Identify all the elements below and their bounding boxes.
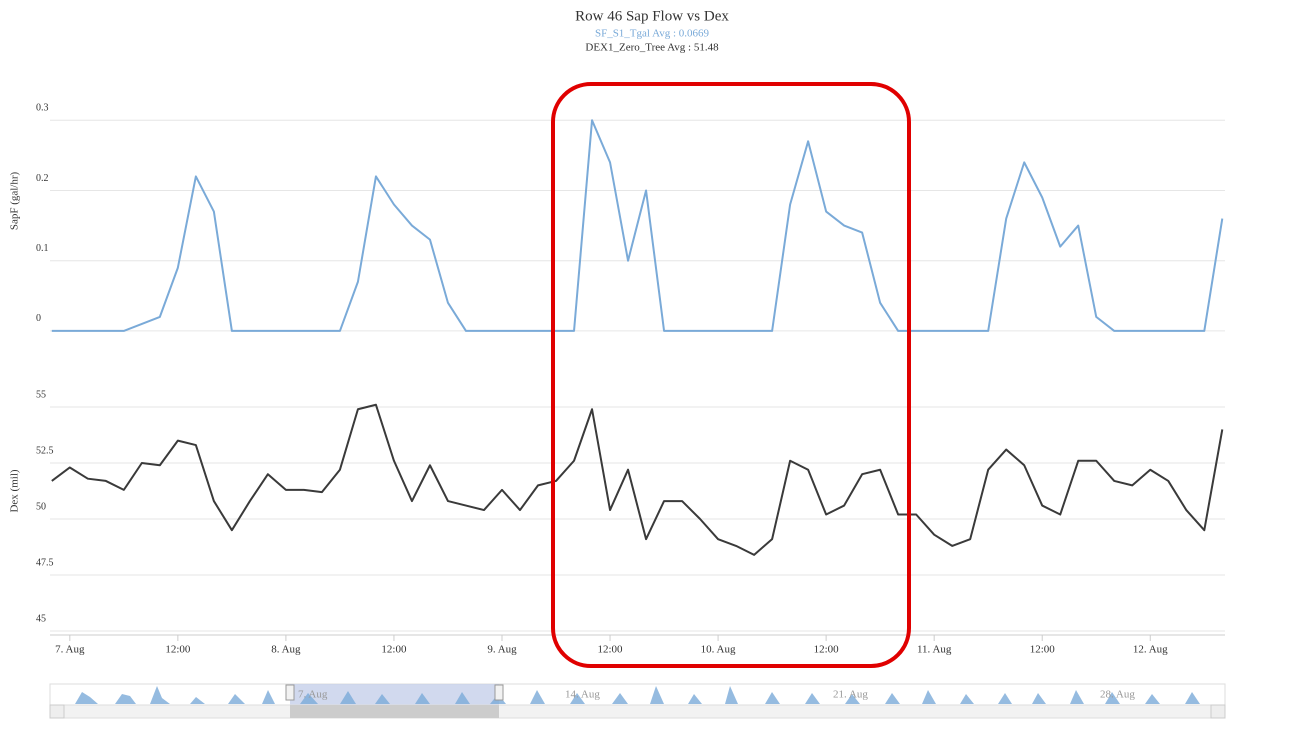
subtitle: DEX1_Zero_Tree Avg : 51.48 <box>585 42 719 54</box>
y-tick-label: 0 <box>36 313 41 324</box>
x-tick-label: 11. Aug <box>917 644 952 656</box>
x-tick-label: 12:00 <box>814 644 840 656</box>
data-line <box>51 403 1224 556</box>
x-tick-label: 12:00 <box>598 644 624 656</box>
navigator: 7. Aug 14. Aug 21. Aug 28. Aug <box>49 683 1226 719</box>
scrollbar-track[interactable] <box>49 704 1226 719</box>
y-tick-label: 45 <box>36 613 46 624</box>
navigator-label: 21. Aug <box>833 689 868 701</box>
highlight-box <box>551 82 911 668</box>
navigator-label: 14. Aug <box>565 689 600 701</box>
x-tick-label: 10. Aug <box>701 644 736 656</box>
y-tick-label: 0.1 <box>36 243 49 254</box>
navigator-label: 28. Aug <box>1100 689 1135 701</box>
x-tick-label: 12:00 <box>165 644 191 656</box>
scroll-right[interactable] <box>1210 704 1226 719</box>
navigator-label: 7. Aug <box>298 689 328 701</box>
navigator-frame <box>49 683 1226 706</box>
x-tick-label: 9. Aug <box>487 644 517 656</box>
navigator-window[interactable] <box>290 684 499 705</box>
y-axis-title: SapF (gal/hr) <box>9 171 21 230</box>
x-tick-label: 12:00 <box>1030 644 1056 656</box>
y-tick-label: 47.5 <box>36 557 54 568</box>
scroll-left[interactable] <box>49 704 65 719</box>
x-tick-label: 8. Aug <box>271 644 301 656</box>
y-tick-label: 0.2 <box>36 173 49 184</box>
data-line <box>51 119 1224 332</box>
y-tick-label: 52.5 <box>36 445 54 456</box>
y-axis-title: Dex (mil) <box>9 469 21 512</box>
chart-title: Row 46 Sap Flow vs Dex <box>575 8 729 24</box>
x-tick-label: 12:00 <box>381 644 407 656</box>
scrollbar-thumb[interactable] <box>290 705 499 718</box>
navigator-series <box>50 686 1225 704</box>
x-tick-label: 7. Aug <box>55 644 85 656</box>
y-tick-label: 55 <box>36 389 46 400</box>
y-tick-label: 0.3 <box>36 103 49 114</box>
x-tick-label: 12. Aug <box>1133 644 1168 656</box>
subtitle: SF_S1_Tgal Avg : 0.0669 <box>595 28 710 40</box>
y-tick-label: 50 <box>36 501 46 512</box>
navigator-handle[interactable] <box>285 684 295 701</box>
navigator-handle[interactable] <box>494 684 504 701</box>
